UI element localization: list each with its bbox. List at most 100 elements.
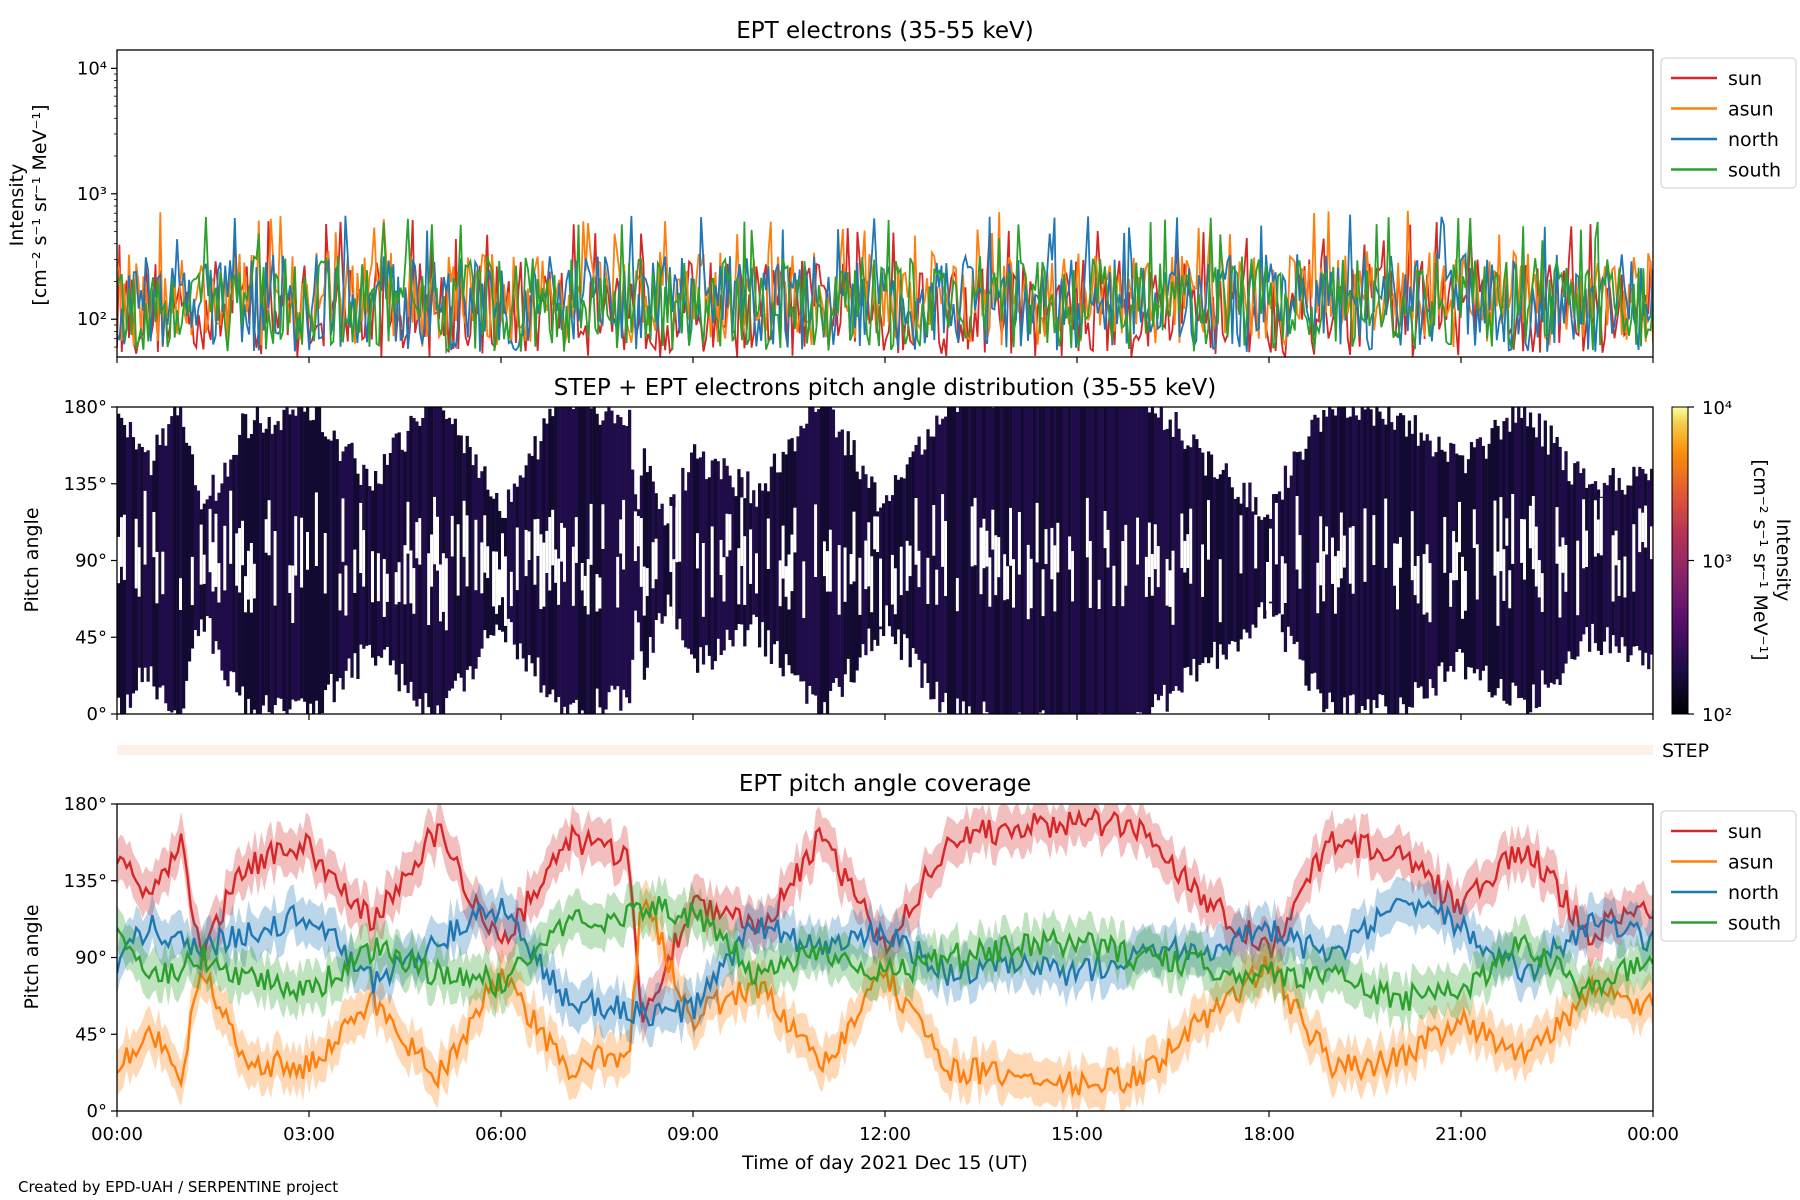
heatmap-gap <box>483 515 487 573</box>
heatmap-gap <box>1464 571 1468 611</box>
heatmap-column <box>468 447 472 667</box>
heatmap-column <box>1437 436 1441 667</box>
heatmap-column <box>1404 436 1409 714</box>
heatmap-column <box>802 428 806 682</box>
panel1-plot-area <box>117 210 1653 357</box>
heatmap-column <box>1469 442 1474 668</box>
heatmap-gap <box>899 546 904 596</box>
heatmap-gap <box>344 565 348 616</box>
heatmap-column <box>817 409 821 714</box>
panel1-ylabel-line1: Intensity <box>6 164 28 247</box>
heatmap-column <box>805 423 809 704</box>
heatmap-column <box>379 484 384 658</box>
heatmap-column <box>229 459 233 672</box>
heatmap-gap <box>908 545 912 577</box>
heatmap-column <box>728 475 732 640</box>
panel4-series-north <box>117 897 1653 1027</box>
heatmap-column <box>731 487 735 647</box>
panel4-xtick-label: 09:00 <box>667 1124 719 1145</box>
panel4-band-sun <box>117 804 1653 1045</box>
heatmap-column <box>409 415 413 682</box>
heatmap-column <box>412 418 416 701</box>
heatmap-column <box>1077 407 1081 714</box>
heatmap-gap <box>1599 497 1604 556</box>
heatmap-column <box>846 431 850 659</box>
heatmap-gap <box>793 507 797 553</box>
heatmap-gap <box>1348 527 1353 584</box>
heatmap-gap <box>985 530 989 567</box>
heatmap-column <box>601 420 605 714</box>
heatmap-gap <box>1186 534 1190 568</box>
heatmap-column <box>746 471 750 631</box>
heatmap-gap <box>1499 497 1503 572</box>
panel1-ytick-label: 10² <box>77 309 107 330</box>
heatmap-column <box>840 429 844 697</box>
heatmap-column <box>1227 477 1231 645</box>
panel4-legend-label-north: north <box>1728 882 1779 904</box>
heatmap-gap <box>1650 526 1653 560</box>
heatmap-column <box>967 407 971 707</box>
heatmap-column <box>604 411 608 710</box>
heatmap-gap <box>486 546 490 578</box>
heatmap-column <box>291 409 295 700</box>
heatmap-gap <box>654 538 658 580</box>
heatmap-gap <box>1449 572 1453 607</box>
heatmap-gap <box>1097 579 1101 609</box>
heatmap-column <box>787 439 791 666</box>
heatmap-column <box>1100 407 1104 714</box>
heatmap-column <box>397 432 401 692</box>
heatmap-column <box>453 418 457 681</box>
heatmap-gap <box>403 545 407 605</box>
heatmap-column <box>1032 407 1036 714</box>
heatmap-column <box>1446 461 1450 672</box>
heatmap-gap <box>595 574 599 612</box>
heatmap-gap <box>737 548 741 605</box>
panel4-legend-label-sun: sun <box>1728 821 1762 843</box>
heatmap-gap <box>1611 535 1615 602</box>
heatmap-column <box>1038 407 1042 713</box>
panel4-ytick-label: 0° <box>87 1101 107 1122</box>
heatmap-gap <box>589 503 593 565</box>
heatmap-gap <box>586 559 590 615</box>
heatmap-column <box>187 445 192 662</box>
heatmap-column <box>309 420 313 704</box>
heatmap-gap <box>1396 543 1400 610</box>
heatmap-column <box>1310 419 1314 674</box>
heatmap-column <box>1508 431 1512 706</box>
heatmap-column <box>713 458 717 662</box>
heatmap-column <box>1428 440 1432 680</box>
heatmap-gap <box>944 521 948 596</box>
heatmap-column <box>885 495 889 606</box>
heatmap-column <box>758 483 762 648</box>
heatmap-column <box>1006 407 1010 714</box>
heatmap-gap <box>515 527 520 591</box>
heatmap-column <box>873 482 877 640</box>
heatmap-column <box>347 444 351 659</box>
heatmap-gap <box>583 575 587 606</box>
heatmap-column <box>610 410 614 686</box>
panel4-series-sun <box>117 807 1653 1023</box>
heatmap-column <box>1387 407 1391 714</box>
heatmap-gap <box>1496 551 1500 626</box>
heatmap-column <box>146 450 150 682</box>
heatmap-gap <box>323 533 328 594</box>
heatmap-column <box>932 436 936 700</box>
heatmap-gap <box>914 498 918 565</box>
heatmap-column <box>808 407 812 686</box>
heatmap-column <box>1328 407 1332 693</box>
heatmap-gap <box>876 516 880 552</box>
heatmap-column <box>226 476 230 687</box>
heatmap-gap <box>1144 556 1149 597</box>
step-label: STEP <box>1662 740 1709 762</box>
heatmap-gap <box>719 539 723 575</box>
heatmap-column <box>775 472 779 642</box>
heatmap-column <box>232 454 236 673</box>
heatmap-column <box>1641 469 1645 666</box>
heatmap-gap <box>122 514 127 580</box>
heatmap-gap <box>288 565 292 593</box>
colorbar-label-line2: [cm⁻² s⁻¹ sr⁻¹ MeV⁻¹] <box>1749 459 1771 660</box>
heatmap-gap <box>235 533 239 586</box>
heatmap-gap <box>249 543 254 613</box>
heatmap-gap <box>509 571 514 607</box>
heatmap-column <box>598 424 602 708</box>
